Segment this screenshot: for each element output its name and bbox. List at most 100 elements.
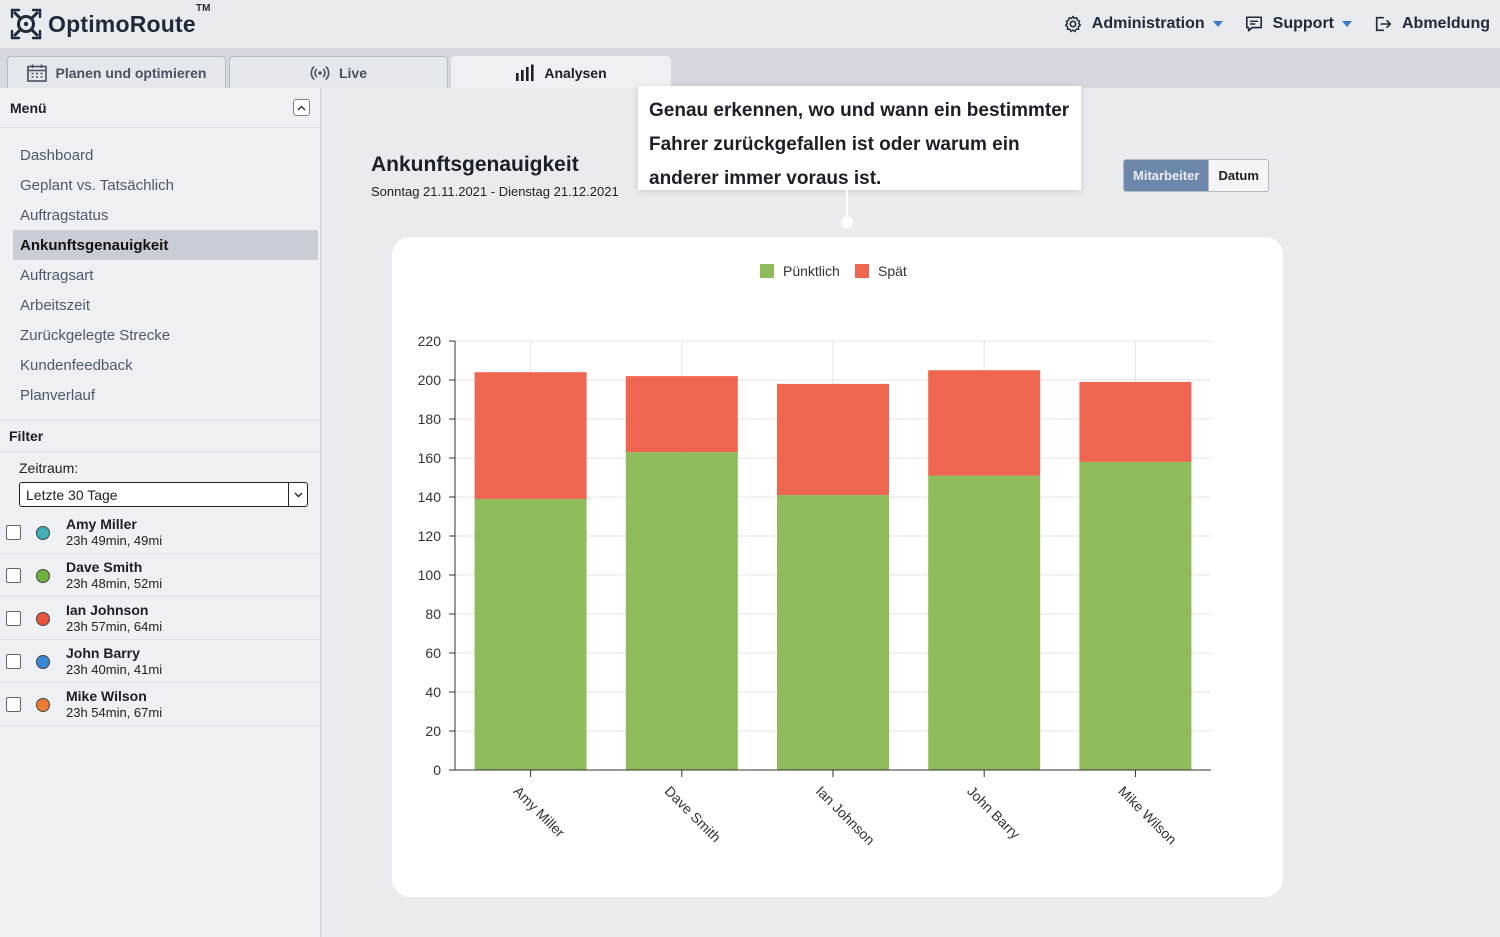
bar-chart-icon xyxy=(516,64,534,81)
date-range: Sonntag 21.11.2021 - Dienstag 21.12.2021 xyxy=(371,184,619,199)
tooltip-line: Genau erkennen, wo und wann ein bestimmt… xyxy=(649,100,1070,121)
sidebar: Menü Dashboard Geplant vs. Tatsächlich A… xyxy=(0,88,322,937)
driver-name: Amy Miller xyxy=(66,516,137,532)
menu-title: Menü xyxy=(10,99,47,116)
driver-checkbox[interactable] xyxy=(6,568,21,583)
driver-stats: 23h 40min, 41mi xyxy=(66,662,163,677)
driver-checkbox[interactable] xyxy=(6,525,21,540)
sidebar-item-auftragsart[interactable]: Auftragsart xyxy=(20,266,94,284)
tab-live[interactable]: Live xyxy=(229,56,448,88)
menu-header: Menü xyxy=(0,88,320,128)
broadcast-icon xyxy=(310,65,330,80)
y-tick-label: 200 xyxy=(418,372,442,388)
y-tick-label: 100 xyxy=(418,567,442,583)
driver-stats: 23h 49min, 49mi xyxy=(66,533,163,548)
tooltip-pointer xyxy=(846,190,848,220)
sidebar-item-zurueckgelegte-strecke[interactable]: Zurückgelegte Strecke xyxy=(20,326,171,344)
x-tick-label: John Barry xyxy=(964,783,1023,842)
y-tick-label: 0 xyxy=(433,762,441,778)
sidebar-item-ankunftsgenauigkeit[interactable]: Ankunftsgenauigkeit xyxy=(13,230,318,260)
driver-checkbox[interactable] xyxy=(6,611,21,626)
legend-label: Pünktlich xyxy=(783,263,840,279)
gear-icon xyxy=(1064,15,1081,33)
driver-name: Dave Smith xyxy=(66,559,143,575)
sidebar-item-kundenfeedback[interactable]: Kundenfeedback xyxy=(20,356,133,374)
driver-name: Mike Wilson xyxy=(66,688,147,704)
feature-tooltip: Genau erkennen, wo und wann ein bestimmt… xyxy=(638,86,1081,190)
filter-header: Filter xyxy=(0,420,320,452)
sidebar-item-dashboard[interactable]: Dashboard xyxy=(20,146,94,164)
x-tick-label: Dave Smith xyxy=(662,783,724,845)
support-label: Support xyxy=(1272,15,1334,32)
chat-icon xyxy=(1245,16,1262,32)
zeitraum-value: Letzte 30 Tage xyxy=(26,486,118,503)
page-title: Ankunftsgenauigkeit xyxy=(371,153,579,176)
driver-checkbox[interactable] xyxy=(6,697,21,712)
sidebar-item-planverlauf[interactable]: Planverlauf xyxy=(20,386,96,404)
driver-stats: 23h 48min, 52mi xyxy=(66,576,163,591)
support-menu[interactable]: Support xyxy=(1245,15,1352,33)
y-tick-label: 180 xyxy=(418,411,442,427)
bar-late xyxy=(474,372,587,499)
tab-analysen[interactable]: Analysen xyxy=(451,56,671,88)
driver-color-dot xyxy=(36,655,50,669)
sidebar-item-arbeitszeit[interactable]: Arbeitszeit xyxy=(20,296,91,314)
bar-late xyxy=(1079,381,1192,462)
tooltip-anchor-dot xyxy=(841,216,853,228)
x-tick-label: Amy Miller xyxy=(510,783,568,841)
administration-menu[interactable]: Administration xyxy=(1064,15,1223,33)
driver-row: Ian Johnson 23h 57min, 64mi xyxy=(0,597,320,640)
logout-icon xyxy=(1375,16,1392,32)
chevron-down-icon xyxy=(1342,21,1352,27)
sidebar-item-geplant-vs-tatsaechlich[interactable]: Geplant vs. Tatsächlich xyxy=(20,176,174,194)
driver-color-dot xyxy=(36,698,50,712)
driver-checkbox[interactable] xyxy=(6,654,21,669)
y-tick-label: 60 xyxy=(425,645,441,661)
zeitraum-select[interactable]: Letzte 30 Tage xyxy=(19,482,308,507)
bar-on-time xyxy=(625,452,738,770)
driver-row: John Barry 23h 40min, 41mi xyxy=(0,640,320,683)
optimoroute-logo-icon xyxy=(10,8,42,40)
driver-name: Ian Johnson xyxy=(66,602,149,618)
administration-label: Administration xyxy=(1091,15,1205,32)
bar-on-time xyxy=(777,495,889,770)
toggle-mitarbeiter-button[interactable]: Mitarbeiter xyxy=(1124,160,1209,191)
collapse-menu-button[interactable] xyxy=(293,99,310,116)
toggle-datum-button[interactable]: Datum xyxy=(1208,160,1268,191)
app-name: OptimoRoute xyxy=(48,10,196,37)
top-nav: Administration Support Abmeldung xyxy=(1064,0,1490,48)
y-tick-label: 80 xyxy=(425,606,441,622)
driver-row: Mike Wilson 23h 54min, 67mi xyxy=(0,683,320,726)
tooltip-line: Fahrer zurückgefallen ist oder warum ein xyxy=(649,134,1020,155)
driver-list: Amy Miller 23h 49min, 49mi Dave Smith 23… xyxy=(0,511,320,726)
bar-late xyxy=(777,383,889,496)
bar-on-time xyxy=(928,475,1041,770)
driver-stats: 23h 57min, 64mi xyxy=(66,619,163,634)
chevron-up-icon xyxy=(297,105,306,110)
driver-color-dot xyxy=(36,612,50,626)
bar-on-time xyxy=(474,498,587,770)
legend-swatch xyxy=(855,264,869,278)
driver-name: John Barry xyxy=(66,645,140,661)
main-tabs: Planen und optimieren Live Analysen xyxy=(0,48,1500,88)
y-tick-label: 140 xyxy=(418,489,442,505)
tab-label: Live xyxy=(338,64,367,81)
app-header: OptimoRouteTM Administration Support Abm… xyxy=(0,0,1500,48)
app-logo[interactable]: OptimoRouteTM xyxy=(10,3,211,40)
logout-button[interactable]: Abmeldung xyxy=(1374,15,1490,33)
y-tick-label: 120 xyxy=(418,528,442,544)
driver-row: Amy Miller 23h 49min, 49mi xyxy=(0,511,320,554)
menu-list: Dashboard Geplant vs. Tatsächlich Auftra… xyxy=(0,128,320,410)
x-tick-label: Mike Wilson xyxy=(1115,783,1180,848)
tab-label: Planen und optimieren xyxy=(55,64,207,81)
driver-color-dot xyxy=(36,526,50,540)
y-tick-label: 20 xyxy=(425,723,441,739)
tab-label: Analysen xyxy=(544,64,607,81)
legend-label: Spät xyxy=(878,263,907,279)
chevron-down-icon xyxy=(288,483,307,506)
arrival-accuracy-chart: 0 20 40 60 80 100 120 140 160 180 200 220 Amy Miller… xyxy=(418,263,1211,848)
y-tick-label: 160 xyxy=(418,450,442,466)
tab-planen-und-optimieren[interactable]: Planen und optimieren xyxy=(7,56,226,88)
sidebar-item-auftragstatus[interactable]: Auftragstatus xyxy=(20,206,109,224)
trademark: TM xyxy=(195,2,211,14)
